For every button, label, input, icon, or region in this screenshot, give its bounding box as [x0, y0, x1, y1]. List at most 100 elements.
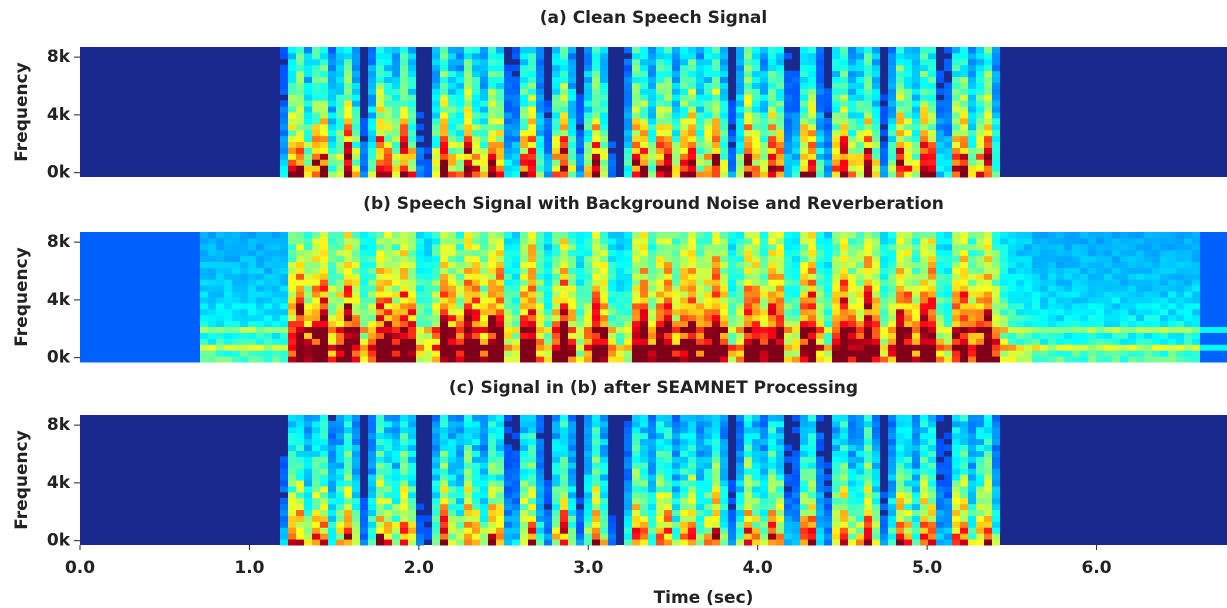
spectrogram-cell — [992, 308, 1000, 316]
spectrogram-cell — [728, 291, 736, 298]
spectrogram-cell — [640, 344, 648, 351]
spectrogram-cell — [688, 159, 696, 166]
spectrogram-cell — [296, 76, 304, 83]
spectrogram-cell — [1200, 255, 1208, 263]
spectrogram-cell — [232, 255, 240, 263]
spectrogram-cell — [304, 58, 312, 66]
spectrogram-cell — [1184, 267, 1192, 274]
spectrogram-cell — [520, 100, 528, 107]
spectrogram-cell — [848, 135, 856, 143]
spectrogram-cell — [408, 273, 416, 280]
spectrogram-cell — [320, 273, 328, 280]
spectrogram-cell — [696, 285, 704, 292]
spectrogram-cell — [128, 297, 136, 304]
spectrogram-cell — [760, 285, 768, 292]
spectrogram-cell — [472, 159, 480, 166]
spectrogram-cell — [296, 112, 304, 119]
spectrogram-cell — [976, 297, 984, 304]
spectrogram-cell — [720, 291, 728, 298]
spectrogram-cell — [480, 332, 488, 339]
spectrogram-cell — [856, 171, 864, 178]
spectrogram-cell — [400, 332, 408, 339]
spectrogram-cell — [136, 267, 144, 274]
spectrogram-cell — [888, 171, 896, 178]
spectrogram-cell — [656, 141, 664, 148]
spectrogram-cell — [424, 171, 432, 178]
spectrogram-cell — [232, 350, 240, 357]
spectrogram-cell — [1032, 308, 1040, 316]
spectrogram-cell — [448, 273, 456, 280]
spectrogram-cell — [1032, 350, 1040, 357]
spectrogram-cell — [1088, 332, 1096, 339]
spectrogram-cell — [160, 243, 168, 251]
spectrogram-cell — [704, 129, 712, 137]
spectrogram-cell — [640, 332, 648, 339]
spectrogram-cell — [536, 147, 544, 154]
spectrogram-cell — [848, 153, 856, 160]
spectrogram-cell — [960, 100, 968, 107]
spectrogram-cell — [936, 135, 944, 143]
spectrogram-cell — [200, 232, 208, 239]
spectrogram-cell — [888, 47, 896, 54]
spectrogram-cell — [696, 147, 704, 154]
spectrogram-cell — [728, 153, 736, 160]
spectrogram-cell — [168, 302, 176, 310]
spectrogram-cell — [592, 82, 600, 89]
spectrogram-cell — [968, 243, 976, 251]
spectrogram-cell — [352, 356, 360, 363]
spectrogram-cell — [976, 82, 984, 89]
spectrogram-cell — [544, 159, 552, 166]
spectrogram-cell — [336, 112, 344, 119]
spectrogram-cell — [1208, 356, 1216, 363]
spectrogram-cell — [632, 82, 640, 89]
spectrogram-cell — [424, 165, 432, 172]
spectrogram-cell — [1216, 279, 1224, 286]
spectrogram-cell — [152, 302, 160, 310]
spectrogram-cell — [376, 291, 384, 298]
spectrogram-cell — [736, 350, 744, 357]
spectrogram-cell — [936, 332, 944, 339]
spectrogram-cell — [784, 112, 792, 119]
spectrogram-cell — [960, 106, 968, 113]
spectrogram-cell — [448, 100, 456, 107]
spectrogram-cell — [504, 123, 512, 131]
spectrogram-cell — [664, 47, 672, 54]
spectrogram-cell — [784, 52, 792, 60]
spectrogram-cell — [1144, 285, 1152, 292]
spectrogram-cell — [1016, 302, 1024, 310]
spectrogram-cell — [1016, 344, 1024, 351]
spectrogram-cell — [536, 297, 544, 304]
spectrogram-cell — [344, 82, 352, 89]
spectrogram-cell — [296, 58, 304, 66]
spectrogram-cell — [320, 106, 328, 113]
spectrogram-cell — [440, 297, 448, 304]
spectrogram-cell — [488, 141, 496, 148]
spectrogram-cell — [984, 356, 992, 363]
spectrogram-cell — [1048, 249, 1056, 257]
spectrogram-cell — [368, 159, 376, 166]
spectrogram-cell — [344, 165, 352, 172]
spectrogram-cell — [1184, 326, 1192, 333]
spectrogram-cell — [784, 356, 792, 363]
spectrogram-cell — [720, 76, 728, 83]
spectrogram-cell — [648, 261, 656, 268]
spectrogram-cell — [552, 255, 560, 263]
spectrogram-cell — [1176, 338, 1184, 345]
spectrogram-cell — [904, 52, 912, 60]
spectrogram-cell — [656, 123, 664, 131]
spectrogram-cell — [768, 52, 776, 60]
spectrogram-cell — [896, 153, 904, 160]
spectrogram-cell — [552, 279, 560, 286]
spectrogram-cell — [512, 285, 520, 292]
spectrogram-cell — [552, 261, 560, 268]
spectrogram-cell — [712, 76, 720, 83]
spectrogram-cell — [864, 332, 872, 339]
spectrogram-cell — [912, 291, 920, 298]
spectrogram-cell — [912, 297, 920, 304]
spectrogram-cell — [264, 232, 272, 239]
spectrogram-cell — [200, 302, 208, 310]
spectrogram-cell — [328, 326, 336, 333]
spectrogram-cell — [168, 308, 176, 316]
spectrogram-cell — [744, 314, 752, 322]
spectrogram-cell — [592, 243, 600, 251]
